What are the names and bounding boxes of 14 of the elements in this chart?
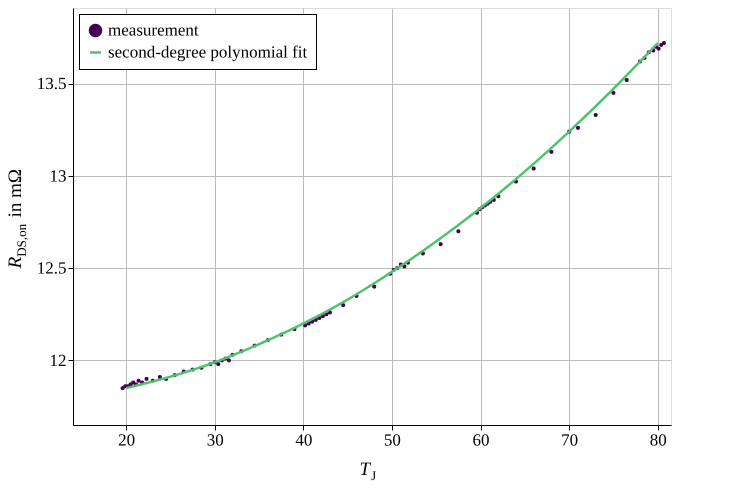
legend-label: measurement — [108, 20, 199, 40]
y-tick-label: 12.5 — [36, 258, 66, 278]
legend-label: second-degree polynomial fit — [108, 42, 308, 62]
y-tick-label: 13.5 — [36, 74, 66, 94]
x-tick-label: 50 — [384, 430, 401, 450]
y-axis-title: RDS,on in mΩ — [5, 168, 29, 270]
x-tick-label: 20 — [118, 430, 136, 450]
y-tick-label: 12 — [50, 350, 66, 370]
x-tick-label: 80 — [650, 430, 667, 450]
y-tick-label: 13 — [50, 166, 66, 186]
x-tick-label: 40 — [295, 430, 312, 450]
x-tick-label: 60 — [472, 430, 490, 450]
x-tick-label: 70 — [561, 430, 578, 450]
x-tick-label: 30 — [206, 430, 224, 450]
